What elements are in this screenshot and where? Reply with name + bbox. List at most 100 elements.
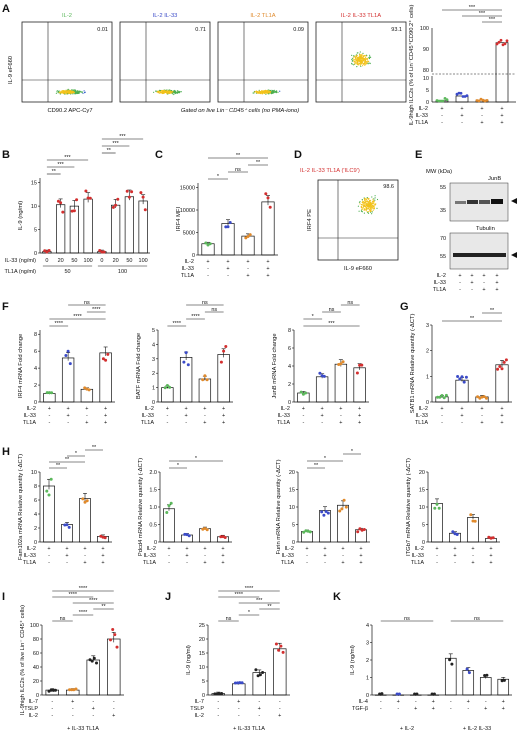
data-point <box>56 199 60 203</box>
condition-sign: - <box>461 420 463 426</box>
significance-label: ** <box>65 457 70 463</box>
condition-label: IL-2 <box>419 106 428 112</box>
condition-sign: + <box>359 553 362 559</box>
condition-label: TL1A <box>277 420 290 426</box>
flow-d-dot <box>363 198 366 200</box>
condition-sign: - <box>302 413 304 419</box>
data-point <box>139 191 143 195</box>
flow-d-dot <box>374 195 376 197</box>
flow-d-dot <box>364 208 366 210</box>
flow-a-dot <box>273 89 275 91</box>
condition-sign: - <box>459 287 461 293</box>
flow-a-dot <box>169 91 171 94</box>
panel-label-c: C <box>155 149 163 161</box>
y-tick-label: 4 <box>152 342 155 348</box>
y-axis-label: IL-9 (ng/ml) <box>350 645 356 675</box>
flow-a-dot <box>351 62 353 64</box>
flow-d-dot <box>371 211 373 213</box>
bar <box>261 201 275 256</box>
flow-a-dot <box>354 62 356 64</box>
condition-sign: + <box>323 553 326 559</box>
condition-sign: - <box>481 113 483 119</box>
condition-sign: - <box>342 553 344 559</box>
condition-sign: - <box>380 706 382 712</box>
condition-sign: + <box>83 560 86 566</box>
flow-a-dot <box>275 91 278 93</box>
condition-label: TL1A <box>281 560 294 566</box>
condition-sign: + <box>480 406 483 412</box>
condition-sign: - <box>306 560 308 566</box>
condition-label: IL-2 <box>27 546 36 552</box>
flow-a-dot <box>366 61 368 63</box>
data-point <box>143 208 147 212</box>
condition-label: IL-33 <box>415 113 428 119</box>
flow-d-dot <box>364 199 366 202</box>
data-point <box>102 250 106 254</box>
data-point <box>59 201 63 205</box>
flow-a-dot <box>178 90 180 92</box>
data-point <box>204 241 208 245</box>
data-point <box>217 692 221 696</box>
data-point <box>503 42 507 46</box>
flow-a-dot <box>63 91 65 93</box>
x-tick-label: 20 <box>113 258 119 264</box>
y-tick-label: 2.0 <box>149 470 157 476</box>
condition-sign: + <box>467 699 470 705</box>
bar <box>61 357 75 403</box>
flow-d-title: IL-2 IL-33 TL1A ('ILC9') <box>300 168 360 174</box>
data-point <box>223 536 227 539</box>
data-point <box>114 203 118 207</box>
data-point <box>111 205 115 209</box>
flow-a-dot <box>356 56 358 58</box>
flow-a-dot <box>165 89 167 91</box>
data-point <box>61 210 65 214</box>
flow-d-dot <box>361 204 363 206</box>
flow-a-dot <box>355 54 357 56</box>
data-point <box>106 352 110 356</box>
y-tick-label: 8 <box>34 484 37 490</box>
condition-sign: + <box>339 420 342 426</box>
flow-a-dot <box>279 90 281 92</box>
condition-sign: + <box>500 106 503 112</box>
data-point <box>448 658 452 662</box>
blot-arrow <box>511 198 517 204</box>
y-tick-label: 0 <box>288 400 291 406</box>
data-point <box>430 692 434 696</box>
data-point <box>64 354 68 357</box>
flow-d-dot <box>368 207 370 209</box>
data-point <box>460 375 464 379</box>
y-tick-label: 5 <box>422 523 425 529</box>
flow-a-dot <box>73 92 75 94</box>
blot-protein1: JunB <box>488 176 501 182</box>
significance-label: **** <box>234 592 243 598</box>
flow-a-dot <box>261 93 263 95</box>
data-point <box>256 674 260 678</box>
y-tick-label: 0 <box>422 540 425 546</box>
flow-d-dot <box>370 210 372 212</box>
data-point <box>505 39 509 43</box>
data-point <box>201 378 205 382</box>
significance-label: * <box>351 449 354 455</box>
y-tick-label: 5 <box>34 228 37 234</box>
flow-a-dot <box>269 92 271 94</box>
condition-sign: + <box>480 120 483 126</box>
data-point <box>415 692 419 696</box>
flow-a-dot <box>270 92 272 94</box>
condition-sign: - <box>166 420 168 426</box>
flow-d-dot <box>366 200 368 203</box>
bar <box>455 379 469 403</box>
data-point <box>437 99 441 103</box>
flow-a-dot <box>82 92 84 94</box>
flow-a-dot <box>363 56 365 58</box>
condition-sign: + <box>500 420 503 426</box>
condition-sign: - <box>217 699 219 705</box>
flow-a-dot <box>362 63 364 65</box>
condition-sign: - <box>472 553 474 559</box>
flow-a-dot <box>363 62 365 64</box>
data-point <box>261 671 265 674</box>
y-axis-label: IL-9high ILC2s (% of live Lin⁻ CD45⁺ cel… <box>19 605 26 715</box>
bar <box>334 363 348 403</box>
condition-sign: - <box>258 699 260 705</box>
flow-a-ylabel: IL-9 eF660 <box>8 56 14 84</box>
group-footer: + IL-33 TL1A <box>67 726 99 732</box>
